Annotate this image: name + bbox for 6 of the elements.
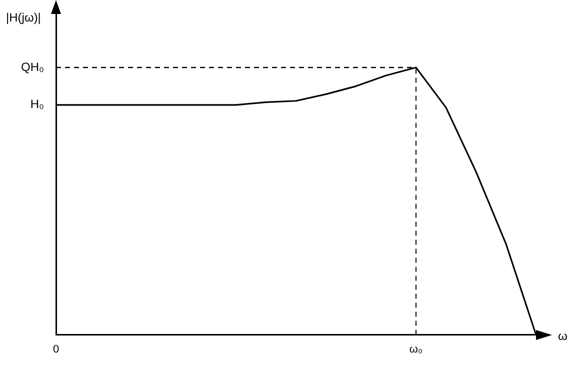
y-axis-title: |H(jω)| <box>6 10 41 24</box>
x-axis-title: ω <box>558 329 568 344</box>
x-tick-label: 0 <box>52 343 60 356</box>
ref-line-label: QH₀ <box>21 60 44 74</box>
annotation: H₀ <box>30 97 44 112</box>
x-tick-label: ω₀ <box>409 343 423 356</box>
